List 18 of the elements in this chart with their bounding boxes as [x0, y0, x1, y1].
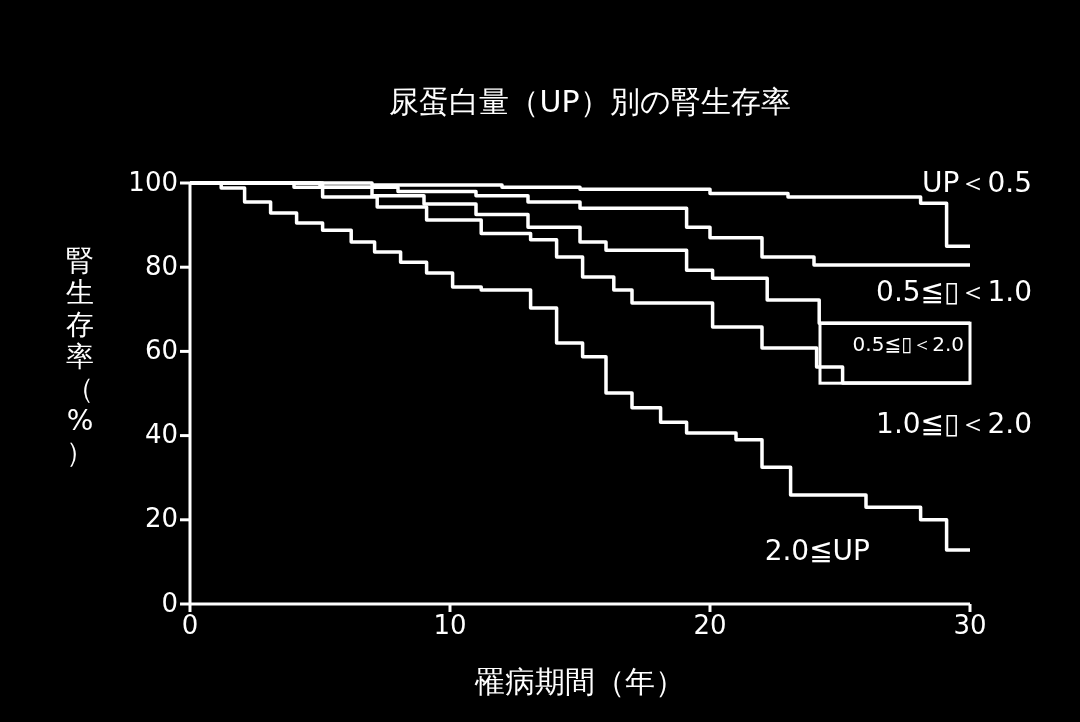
y-tick-label: 60: [144, 334, 178, 365]
x-tick-label: 20: [693, 610, 727, 640]
y-tick-label: 40: [144, 419, 178, 450]
series-label: UP＜0.5: [922, 166, 1032, 200]
series-label: 0.5≦▯＜2.0: [852, 331, 964, 356]
x-tick-label: 30: [953, 610, 987, 640]
y-tick-label: 100: [128, 166, 178, 197]
series-label: 2.0≦UP: [764, 534, 870, 568]
x-tick-label: 10: [433, 610, 467, 640]
chart-title: 尿蛋白量（UP）別の腎生存率: [389, 84, 791, 119]
y-axis-title: 腎生存率（%）: [66, 244, 94, 469]
x-axis-title: 罹病期間（年）: [474, 664, 685, 699]
series-label: 1.0≦▯＜2.0: [876, 406, 1032, 440]
series-label: 0.5≦▯＜1.0: [876, 275, 1032, 309]
y-tick-label: 0: [161, 587, 178, 618]
y-tick-label: 80: [144, 250, 178, 281]
y-tick-label: 20: [144, 503, 178, 534]
x-tick-label: 0: [181, 610, 199, 640]
